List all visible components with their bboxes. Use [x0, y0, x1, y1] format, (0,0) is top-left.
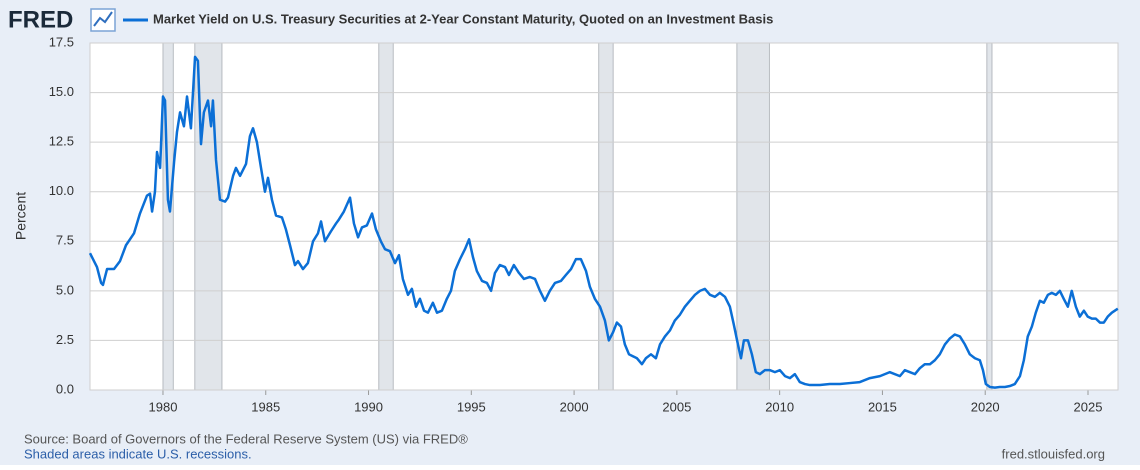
recession-shade — [986, 42, 993, 391]
x-tick-label: 2025 — [1074, 399, 1103, 414]
recession-shade — [162, 42, 174, 391]
y-tick-label: 0.0 — [56, 381, 74, 396]
y-tick-label: 2.5 — [56, 332, 74, 347]
y-tick-label: 15.0 — [49, 84, 74, 99]
legend-label: Market Yield on U.S. Treasury Securities… — [153, 11, 773, 26]
logo: FRED — [8, 6, 73, 33]
y-tick-label: 12.5 — [49, 134, 74, 149]
source: Source: Board of Governors of the Federa… — [24, 431, 468, 446]
y-tick-label: 17.5 — [49, 34, 74, 49]
y-tick-label: 7.5 — [56, 233, 74, 248]
x-tick-label: 2015 — [868, 399, 897, 414]
x-tick-label: 1980 — [149, 399, 178, 414]
x-tick-label: 1990 — [354, 399, 383, 414]
recession-note: Shaded areas indicate U.S. recessions. — [24, 446, 252, 461]
plot-border — [89, 42, 1119, 391]
recession-shade — [378, 42, 394, 391]
y-tick-label: 5.0 — [56, 282, 74, 297]
site: fred.stlouisfed.org — [1002, 446, 1105, 461]
x-tick-label: 2000 — [560, 399, 589, 414]
x-tick-label: 1985 — [251, 399, 280, 414]
recession-shade — [736, 42, 770, 391]
x-tick-label: 2010 — [765, 399, 794, 414]
plot-layer: 0.0 2.5 5.0 7.5 10.0 12.5 15.0 17.5 1980 1985 1990… — [49, 34, 1119, 414]
x-tick-label: 1995 — [457, 399, 486, 414]
x-tick-label: 2020 — [971, 399, 1000, 414]
x-tick-label: 2005 — [662, 399, 691, 414]
y-axis-label: Percent — [13, 192, 29, 240]
y-tick-label: 10.0 — [49, 183, 74, 198]
logo-icon — [90, 8, 116, 32]
data-line — [88, 55, 1119, 389]
